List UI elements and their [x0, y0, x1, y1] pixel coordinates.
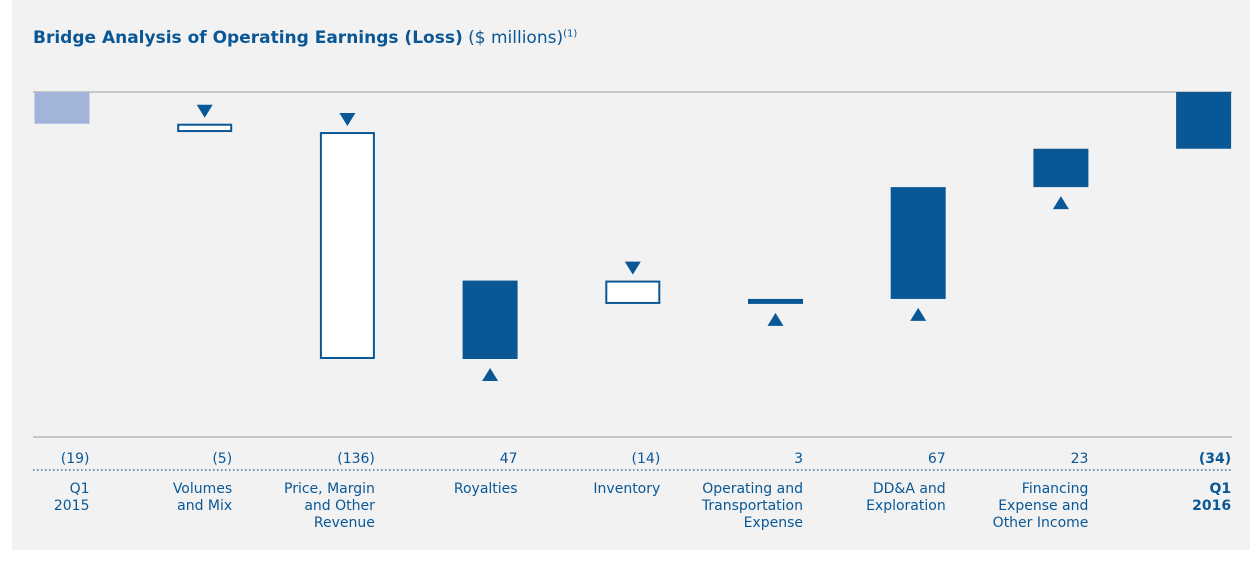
x-tick-label: Operating and Transportation Expense — [701, 481, 803, 531]
arrow-up — [767, 312, 784, 326]
x-tick-label: Q1 2016 — [1192, 481, 1232, 514]
value-label: 67 — [927, 451, 946, 467]
title: Bridge Analysis of Operating Earnings (L… — [33, 28, 463, 48]
value-label: (14) — [631, 451, 661, 467]
bar — [1176, 92, 1232, 149]
arrow-up — [482, 368, 499, 381]
value-label: (34) — [1198, 451, 1232, 467]
bar — [319, 132, 375, 359]
bar — [462, 280, 518, 359]
x-tick-label: Royalties — [453, 481, 518, 497]
arrow-down — [196, 104, 213, 118]
arrow-up — [910, 307, 927, 321]
bar — [1033, 148, 1089, 188]
x-tick-label: Q1 2015 — [53, 481, 90, 514]
x-tick-label: Price, Margin and Other Revenue — [284, 481, 375, 531]
x-tick-label: DD&A and Exploration — [866, 481, 946, 514]
value-label: 23 — [1070, 451, 1089, 467]
value-label: (19) — [60, 451, 90, 467]
bar — [34, 92, 90, 124]
bar — [748, 298, 803, 304]
value-label: (136) — [337, 451, 375, 467]
arrow-down — [624, 261, 641, 275]
value-label: (5) — [212, 451, 233, 467]
bar — [890, 187, 946, 299]
arrow-down — [339, 113, 356, 127]
value-label: 47 — [499, 451, 518, 467]
x-tick-label: Volumes and Mix — [172, 481, 233, 514]
chart-title: Bridge Analysis of Operating Earnings (L… — [33, 28, 577, 48]
x-tick-label: Inventory — [593, 481, 661, 497]
arrow-up — [1052, 196, 1069, 210]
bar — [605, 280, 661, 304]
note-marker: (1) — [563, 28, 578, 40]
subtitle: ($ millions) — [468, 28, 564, 48]
x-tick-label: Financing Expense and Other Income — [992, 481, 1089, 531]
value-label: 3 — [794, 451, 803, 467]
bar — [177, 123, 233, 133]
